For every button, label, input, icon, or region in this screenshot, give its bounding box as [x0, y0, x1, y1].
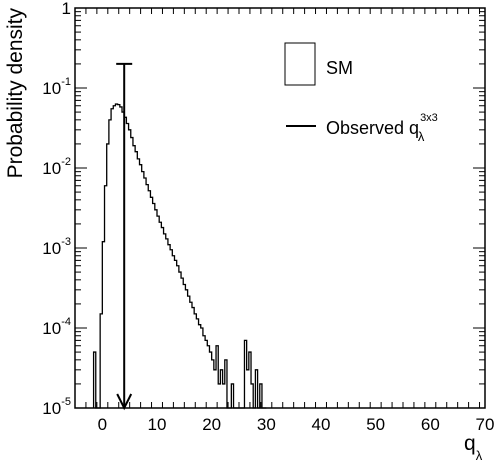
y-tick-label: 10-3 [42, 236, 71, 258]
x-tick-label: 30 [257, 415, 276, 434]
plot-frame [74, 7, 486, 409]
y-tick-label: 10-4 [42, 316, 71, 338]
y-axis-title: Probability density [4, 8, 27, 179]
x-tick-label: 70 [476, 415, 495, 434]
x-tick-label: 10 [148, 415, 167, 434]
sm-histogram-line [92, 103, 267, 409]
y-tick-label: 1 [62, 0, 71, 18]
observed-marker-layer [116, 62, 133, 411]
y-tick-label: 10-5 [42, 396, 71, 418]
legend-observed-subscript: λ [418, 129, 425, 144]
x-tick-label: 0 [98, 415, 107, 434]
y-tick-labels: 10-5 10-4 10-3 10-2 10-1 1 [42, 0, 71, 418]
x-tick-label: 40 [312, 415, 331, 434]
x-axis-title: qλ [464, 432, 483, 463]
legend-sm-swatch [284, 42, 316, 86]
legend-sm-label: SM [326, 58, 353, 78]
legend-observed-main: Observed q [326, 118, 419, 138]
legend: SM Observed q3x3 λ [284, 42, 438, 144]
x-axis-title-main: q [464, 432, 476, 455]
x-tick-label: 60 [421, 415, 440, 434]
legend-observed-label: Observed q3x3 λ [326, 112, 438, 144]
y-tick-label: 10-1 [42, 76, 71, 98]
x-tick-labels: 0 10 20 30 40 50 60 70 [98, 415, 495, 434]
x-axis-title-subscript: λ [476, 448, 483, 463]
x-tick-label: 20 [202, 415, 221, 434]
legend-observed-superscript: 3x3 [420, 112, 438, 124]
tick-marks-layer [74, 7, 485, 409]
x-tick-label: 50 [366, 415, 385, 434]
y-tick-label: 10-2 [42, 156, 71, 178]
